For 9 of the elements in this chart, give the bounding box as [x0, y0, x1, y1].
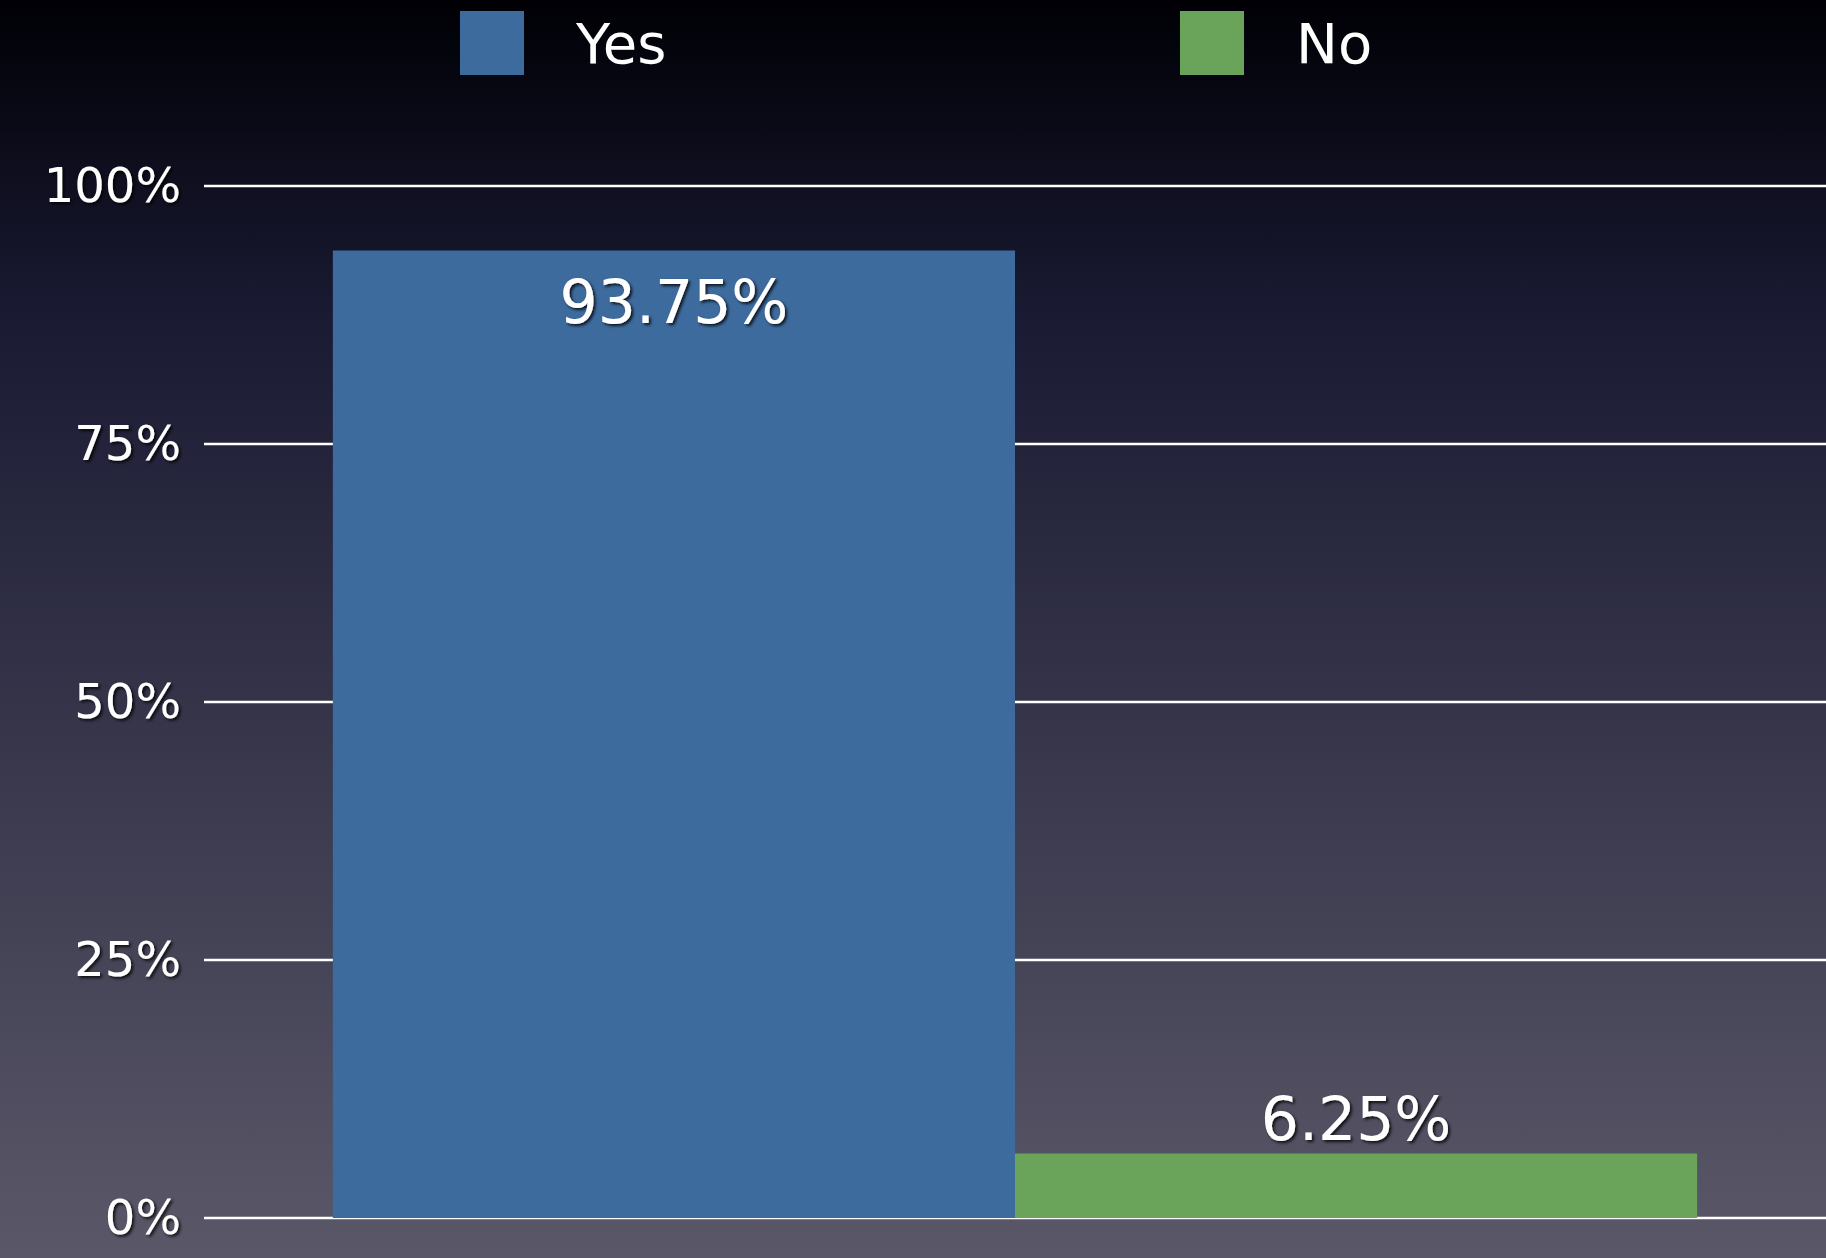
- y-tick-label: 75%: [74, 414, 181, 471]
- text: 6.25%: [1260, 1083, 1452, 1154]
- y-tick-label: 100%: [43, 156, 181, 213]
- y-tick-label: 0%: [104, 1188, 181, 1245]
- text: 93.75%: [559, 266, 789, 337]
- legend-label: Yes: [575, 10, 667, 76]
- legend-label: No: [1296, 10, 1373, 76]
- y-tick-label: 25%: [74, 930, 181, 987]
- y-tick-label: 50%: [74, 672, 181, 729]
